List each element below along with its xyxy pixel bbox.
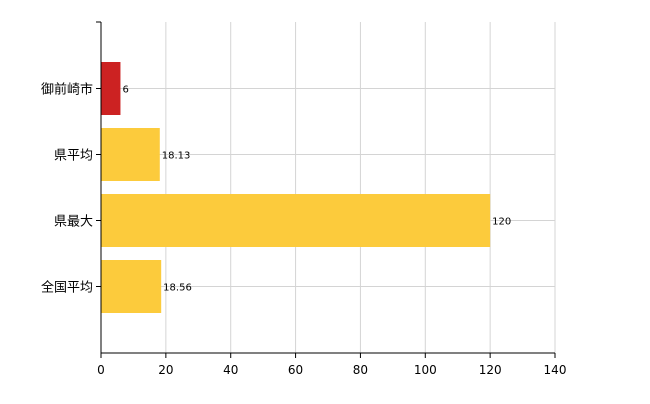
axis-layer [96,21,556,358]
category-label-0: 御前崎市 [41,82,93,98]
data-label-1: 18.13 [162,151,191,162]
data-label-2: 120 [492,217,511,228]
bar-0 [101,62,121,115]
bar-1 [101,128,160,181]
x-tick-label-3: 60 [288,363,303,377]
bar-2 [101,194,491,247]
bar-3 [101,260,162,313]
category-label-1: 県平均 [54,149,93,164]
bar-layer [101,62,491,313]
x-tick-label-5: 100 [414,363,437,377]
category-label-3: 全国平均 [41,280,93,296]
x-tick-label-6: 120 [479,363,502,377]
x-tick-label-0: 0 [97,363,105,377]
data-label-3: 18.56 [163,283,192,294]
x-tick-label-1: 20 [158,363,173,377]
x-tick-label-7: 140 [544,363,567,377]
grid-layer [101,22,556,353]
data-label-0: 6 [122,85,128,96]
x-tick-label-2: 40 [223,363,238,377]
category-label-2: 県最大 [54,215,93,230]
x-tick-label-4: 80 [353,363,368,377]
